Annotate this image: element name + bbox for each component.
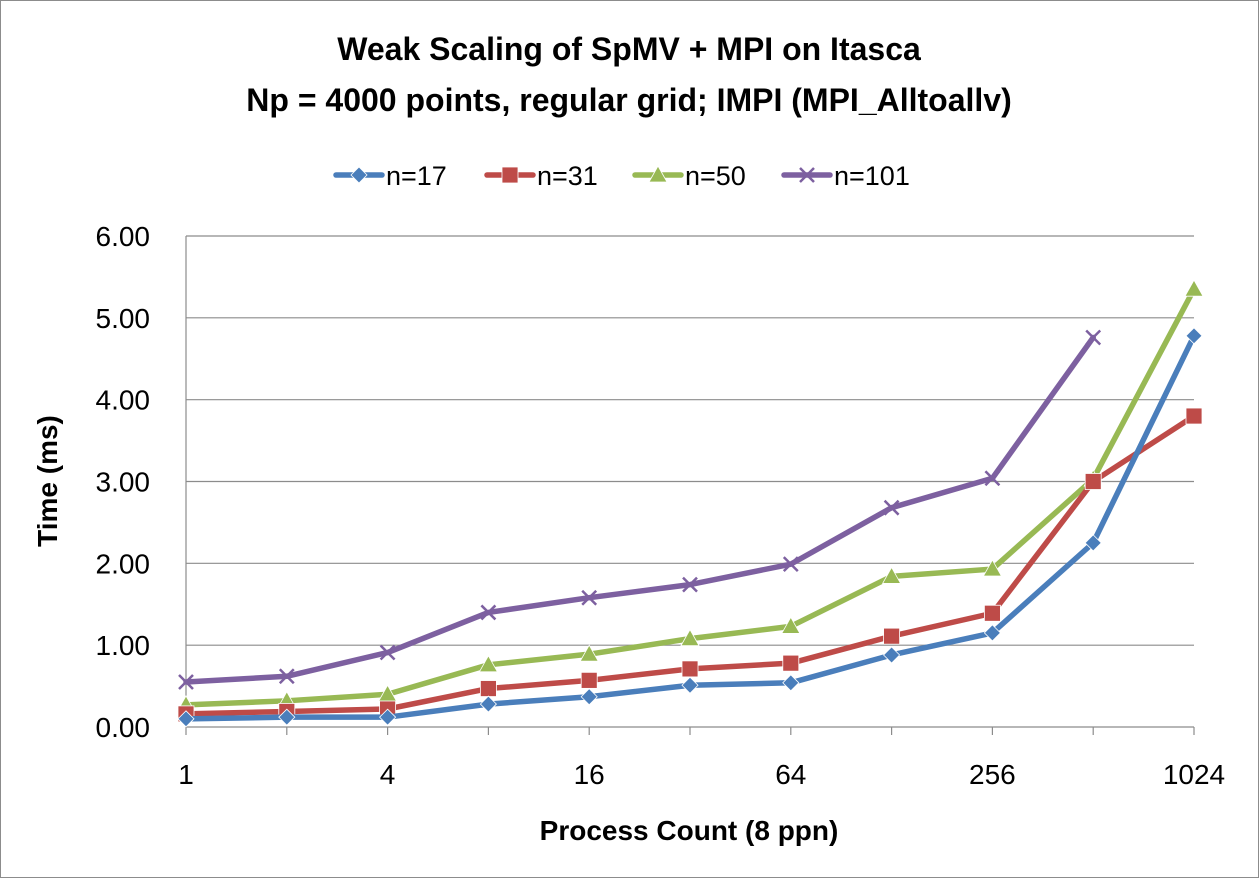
legend-entry: n=17	[333, 161, 447, 191]
data-point	[579, 644, 599, 662]
data-point	[581, 589, 598, 606]
x-tick-label: 1	[178, 759, 194, 790]
chart-title-line-1: Weak Scaling of SpMV + MPI on Itasca	[337, 31, 921, 67]
y-tick-label: 5.00	[96, 303, 151, 334]
data-point	[1185, 407, 1203, 425]
legend: n=17 n=31 n=50 n=101	[333, 161, 910, 191]
data-point	[177, 710, 195, 728]
data-point	[480, 604, 497, 621]
data-point	[782, 556, 799, 573]
data-point	[984, 604, 1001, 622]
x-tick-label: 64	[775, 759, 806, 790]
data-point	[984, 470, 1001, 487]
legend-label: n=17	[386, 161, 447, 191]
series-layer	[176, 279, 1204, 728]
series-n-101	[178, 329, 1102, 690]
y-tick-label: 3.00	[96, 467, 151, 498]
legend-entry: n=31	[484, 161, 598, 191]
x-tick-label: 4	[380, 759, 396, 790]
x-tick-label: 256	[969, 759, 1016, 790]
data-point	[479, 695, 497, 713]
legend-label: n=50	[685, 161, 746, 191]
data-point	[681, 660, 699, 678]
data-point	[1084, 473, 1102, 490]
legend-label: n=101	[834, 161, 910, 191]
data-point	[379, 708, 397, 726]
data-point	[883, 627, 900, 645]
data-point	[781, 616, 801, 634]
data-point	[799, 167, 815, 183]
legend-entry: n=101	[781, 161, 910, 191]
x-axis-title: Process Count (8 ppn)	[540, 815, 839, 846]
data-point	[1185, 327, 1203, 345]
data-point	[501, 166, 519, 184]
x-axis-tick-labels: 1 4 16 64 256 1024	[178, 759, 1225, 790]
data-point	[178, 674, 194, 690]
data-point	[278, 668, 295, 685]
x-tick-label: 16	[574, 759, 605, 790]
y-tick-label: 6.00	[96, 221, 151, 252]
data-point	[478, 654, 499, 673]
chart-title-line-2: Np = 4000 points, regular grid; IMPI (MP…	[246, 82, 1011, 118]
data-point	[278, 708, 296, 726]
data-point	[379, 644, 396, 661]
data-point	[883, 646, 901, 664]
y-tick-label: 0.00	[96, 712, 151, 743]
series-n-31	[177, 407, 1203, 723]
data-point	[782, 654, 800, 672]
data-point	[479, 680, 497, 697]
axes	[185, 236, 1195, 735]
y-axis-tick-labels: 0.00 1.00 2.00 3.00 4.00 5.00 6.00	[96, 221, 151, 743]
legend-label: n=31	[537, 161, 598, 191]
series-line	[183, 334, 1096, 685]
y-tick-label: 4.00	[96, 385, 151, 416]
data-point	[1184, 279, 1204, 297]
data-point	[580, 671, 598, 689]
data-point	[648, 165, 668, 183]
y-tick-label: 1.00	[96, 630, 151, 661]
data-point	[580, 688, 598, 706]
data-point	[680, 628, 700, 647]
data-point	[350, 166, 368, 184]
series-n-17	[177, 327, 1203, 728]
chart-title: Weak Scaling of SpMV + MPI on Itasca Np …	[246, 31, 1011, 118]
y-tick-label: 2.00	[96, 548, 151, 579]
data-point	[1084, 534, 1102, 552]
data-point	[983, 624, 1001, 642]
legend-entry: n=50	[632, 161, 746, 191]
x-tick-label: 1024	[1163, 759, 1225, 790]
data-point	[881, 566, 902, 584]
y-axis-title: Time (ms)	[32, 415, 63, 547]
series-n-50	[176, 279, 1204, 713]
data-point	[681, 676, 699, 694]
data-point	[883, 499, 900, 516]
data-point	[982, 559, 1003, 577]
data-point	[782, 674, 800, 692]
data-point	[682, 576, 698, 593]
data-point	[1085, 329, 1102, 346]
